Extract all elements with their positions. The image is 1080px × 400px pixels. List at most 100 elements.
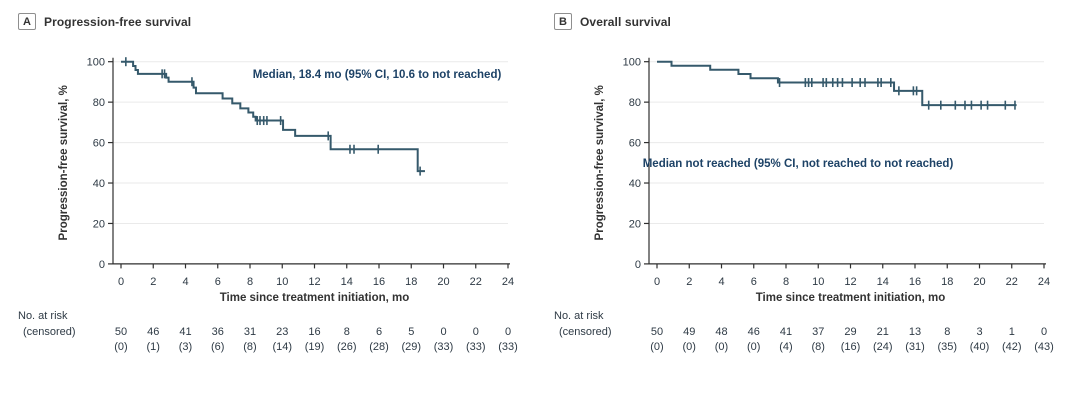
- svg-text:0: 0: [118, 276, 124, 288]
- at-risk-count: 16: [308, 326, 321, 338]
- censored-count: (0): [747, 341, 761, 353]
- at-risk-count: 41: [179, 326, 192, 338]
- svg-text:14: 14: [877, 276, 889, 288]
- at-risk-count: 29: [844, 326, 857, 338]
- at-risk-count: 3: [976, 326, 983, 338]
- svg-text:80: 80: [629, 97, 641, 109]
- at-risk-count: 31: [243, 326, 257, 338]
- censored-count: (40): [969, 341, 990, 353]
- at-risk-count: 36: [211, 326, 224, 338]
- svg-text:24: 24: [502, 276, 514, 288]
- censored-count: (0): [114, 341, 128, 353]
- panel-b-title-text: Overall survival: [580, 14, 671, 29]
- panel-overall-survival: B Overall survival 0 20 40 60 80 100 0 2 4 6 8 10 12…: [536, 0, 1080, 400]
- at-risk-count: 49: [683, 326, 696, 338]
- at-risk-count: 46: [747, 326, 760, 338]
- svg-text:24: 24: [1038, 276, 1050, 288]
- censored-count: (1): [146, 341, 160, 353]
- svg-text:20: 20: [93, 218, 105, 230]
- svg-text:0: 0: [654, 276, 660, 288]
- censored-count: (16): [840, 341, 861, 353]
- median-annotation-a: Median, 18.4 mo (95% CI, 10.6 to not rea…: [252, 69, 502, 81]
- svg-text:2: 2: [150, 276, 156, 288]
- at-risk-count: 21: [876, 326, 889, 338]
- censored-count: (26): [336, 341, 357, 353]
- at-risk-count: 5: [408, 326, 415, 338]
- panel-a-letter-badge: A: [18, 13, 36, 30]
- svg-text:22: 22: [470, 276, 482, 288]
- censored-count: (33): [433, 341, 454, 353]
- svg-text:60: 60: [93, 138, 105, 150]
- svg-text:10: 10: [812, 276, 824, 288]
- at-risk-label-a: No. at risk: [18, 310, 68, 322]
- at-risk-count: 8: [944, 326, 951, 338]
- svg-text:60: 60: [629, 138, 641, 150]
- censored-count: (4): [779, 341, 793, 353]
- svg-text:10: 10: [276, 276, 288, 288]
- panel-b-title: B Overall survival: [554, 13, 671, 30]
- svg-text:0: 0: [99, 259, 105, 271]
- svg-text:40: 40: [629, 178, 641, 190]
- at-risk-label-b: No. at risk: [554, 310, 604, 322]
- svg-text:8: 8: [783, 276, 789, 288]
- censored-count: (29): [401, 341, 422, 353]
- censored-count: (19): [304, 341, 325, 353]
- svg-text:14: 14: [341, 276, 353, 288]
- censored-count: (3): [178, 341, 193, 353]
- svg-text:18: 18: [405, 276, 417, 288]
- svg-text:0: 0: [635, 259, 641, 271]
- at-risk-count: 0: [1040, 326, 1048, 338]
- svg-text:Time since treatment initiatio: Time since treatment initiation, mo: [220, 292, 410, 304]
- at-risk-count: 23: [276, 326, 289, 338]
- svg-text:8: 8: [247, 276, 253, 288]
- at-risk-count: 48: [715, 326, 728, 338]
- svg-text:6: 6: [751, 276, 757, 288]
- at-risk-count: 46: [147, 326, 160, 338]
- panel-a-title-text: Progression-free survival: [44, 14, 192, 29]
- censored-label-a: (censored): [23, 326, 76, 338]
- panel-progression-free-survival: A Progression-free survival 0 20 40 60 80 100…: [18, 13, 518, 353]
- censored-count: (28): [369, 341, 389, 353]
- censored-count: (43): [1034, 341, 1054, 353]
- svg-text:100: 100: [87, 57, 105, 69]
- at-risk-count: 0: [440, 326, 447, 338]
- at-risk-count: 8: [343, 326, 350, 338]
- svg-text:4: 4: [182, 276, 188, 288]
- svg-text:12: 12: [844, 276, 856, 288]
- median-annotation-b: Median not reached (95% CI, not reached …: [642, 158, 954, 170]
- svg-text:Progression-free survival, %: Progression-free survival, %: [58, 85, 70, 240]
- svg-text:20: 20: [437, 276, 449, 288]
- at-risk-count: 0: [504, 326, 512, 338]
- censored-count: (35): [937, 341, 958, 353]
- at-risk-count: 6: [375, 326, 383, 338]
- censored-count: (33): [465, 341, 486, 353]
- at-risk-count: 1: [1008, 326, 1015, 338]
- at-risk-count: 37: [812, 326, 825, 338]
- censored-count: (0): [714, 341, 729, 353]
- svg-text:16: 16: [909, 276, 921, 288]
- censored-count: (42): [1001, 341, 1022, 353]
- panel-a-title: A Progression-free survival: [18, 13, 191, 30]
- svg-text:Progression-free survival, %: Progression-free survival, %: [594, 85, 606, 240]
- censored-label-b: (censored): [559, 326, 612, 338]
- svg-text:20: 20: [973, 276, 985, 288]
- svg-text:20: 20: [629, 218, 641, 230]
- at-risk-count: 13: [908, 326, 922, 338]
- svg-text:80: 80: [93, 97, 105, 109]
- panel-b-letter-badge: B: [554, 13, 572, 30]
- at-risk-count: 50: [114, 326, 128, 338]
- at-risk-count: 41: [779, 326, 793, 338]
- svg-text:100: 100: [623, 57, 641, 69]
- censored-count: (24): [872, 341, 893, 353]
- svg-text:4: 4: [718, 276, 724, 288]
- censored-count: (8): [243, 341, 257, 353]
- svg-text:40: 40: [93, 178, 105, 190]
- svg-text:6: 6: [215, 276, 221, 288]
- svg-text:2: 2: [686, 276, 692, 288]
- at-risk-count: 50: [650, 326, 664, 338]
- censored-count: (31): [905, 341, 925, 353]
- svg-text:12: 12: [308, 276, 320, 288]
- svg-text:22: 22: [1006, 276, 1018, 288]
